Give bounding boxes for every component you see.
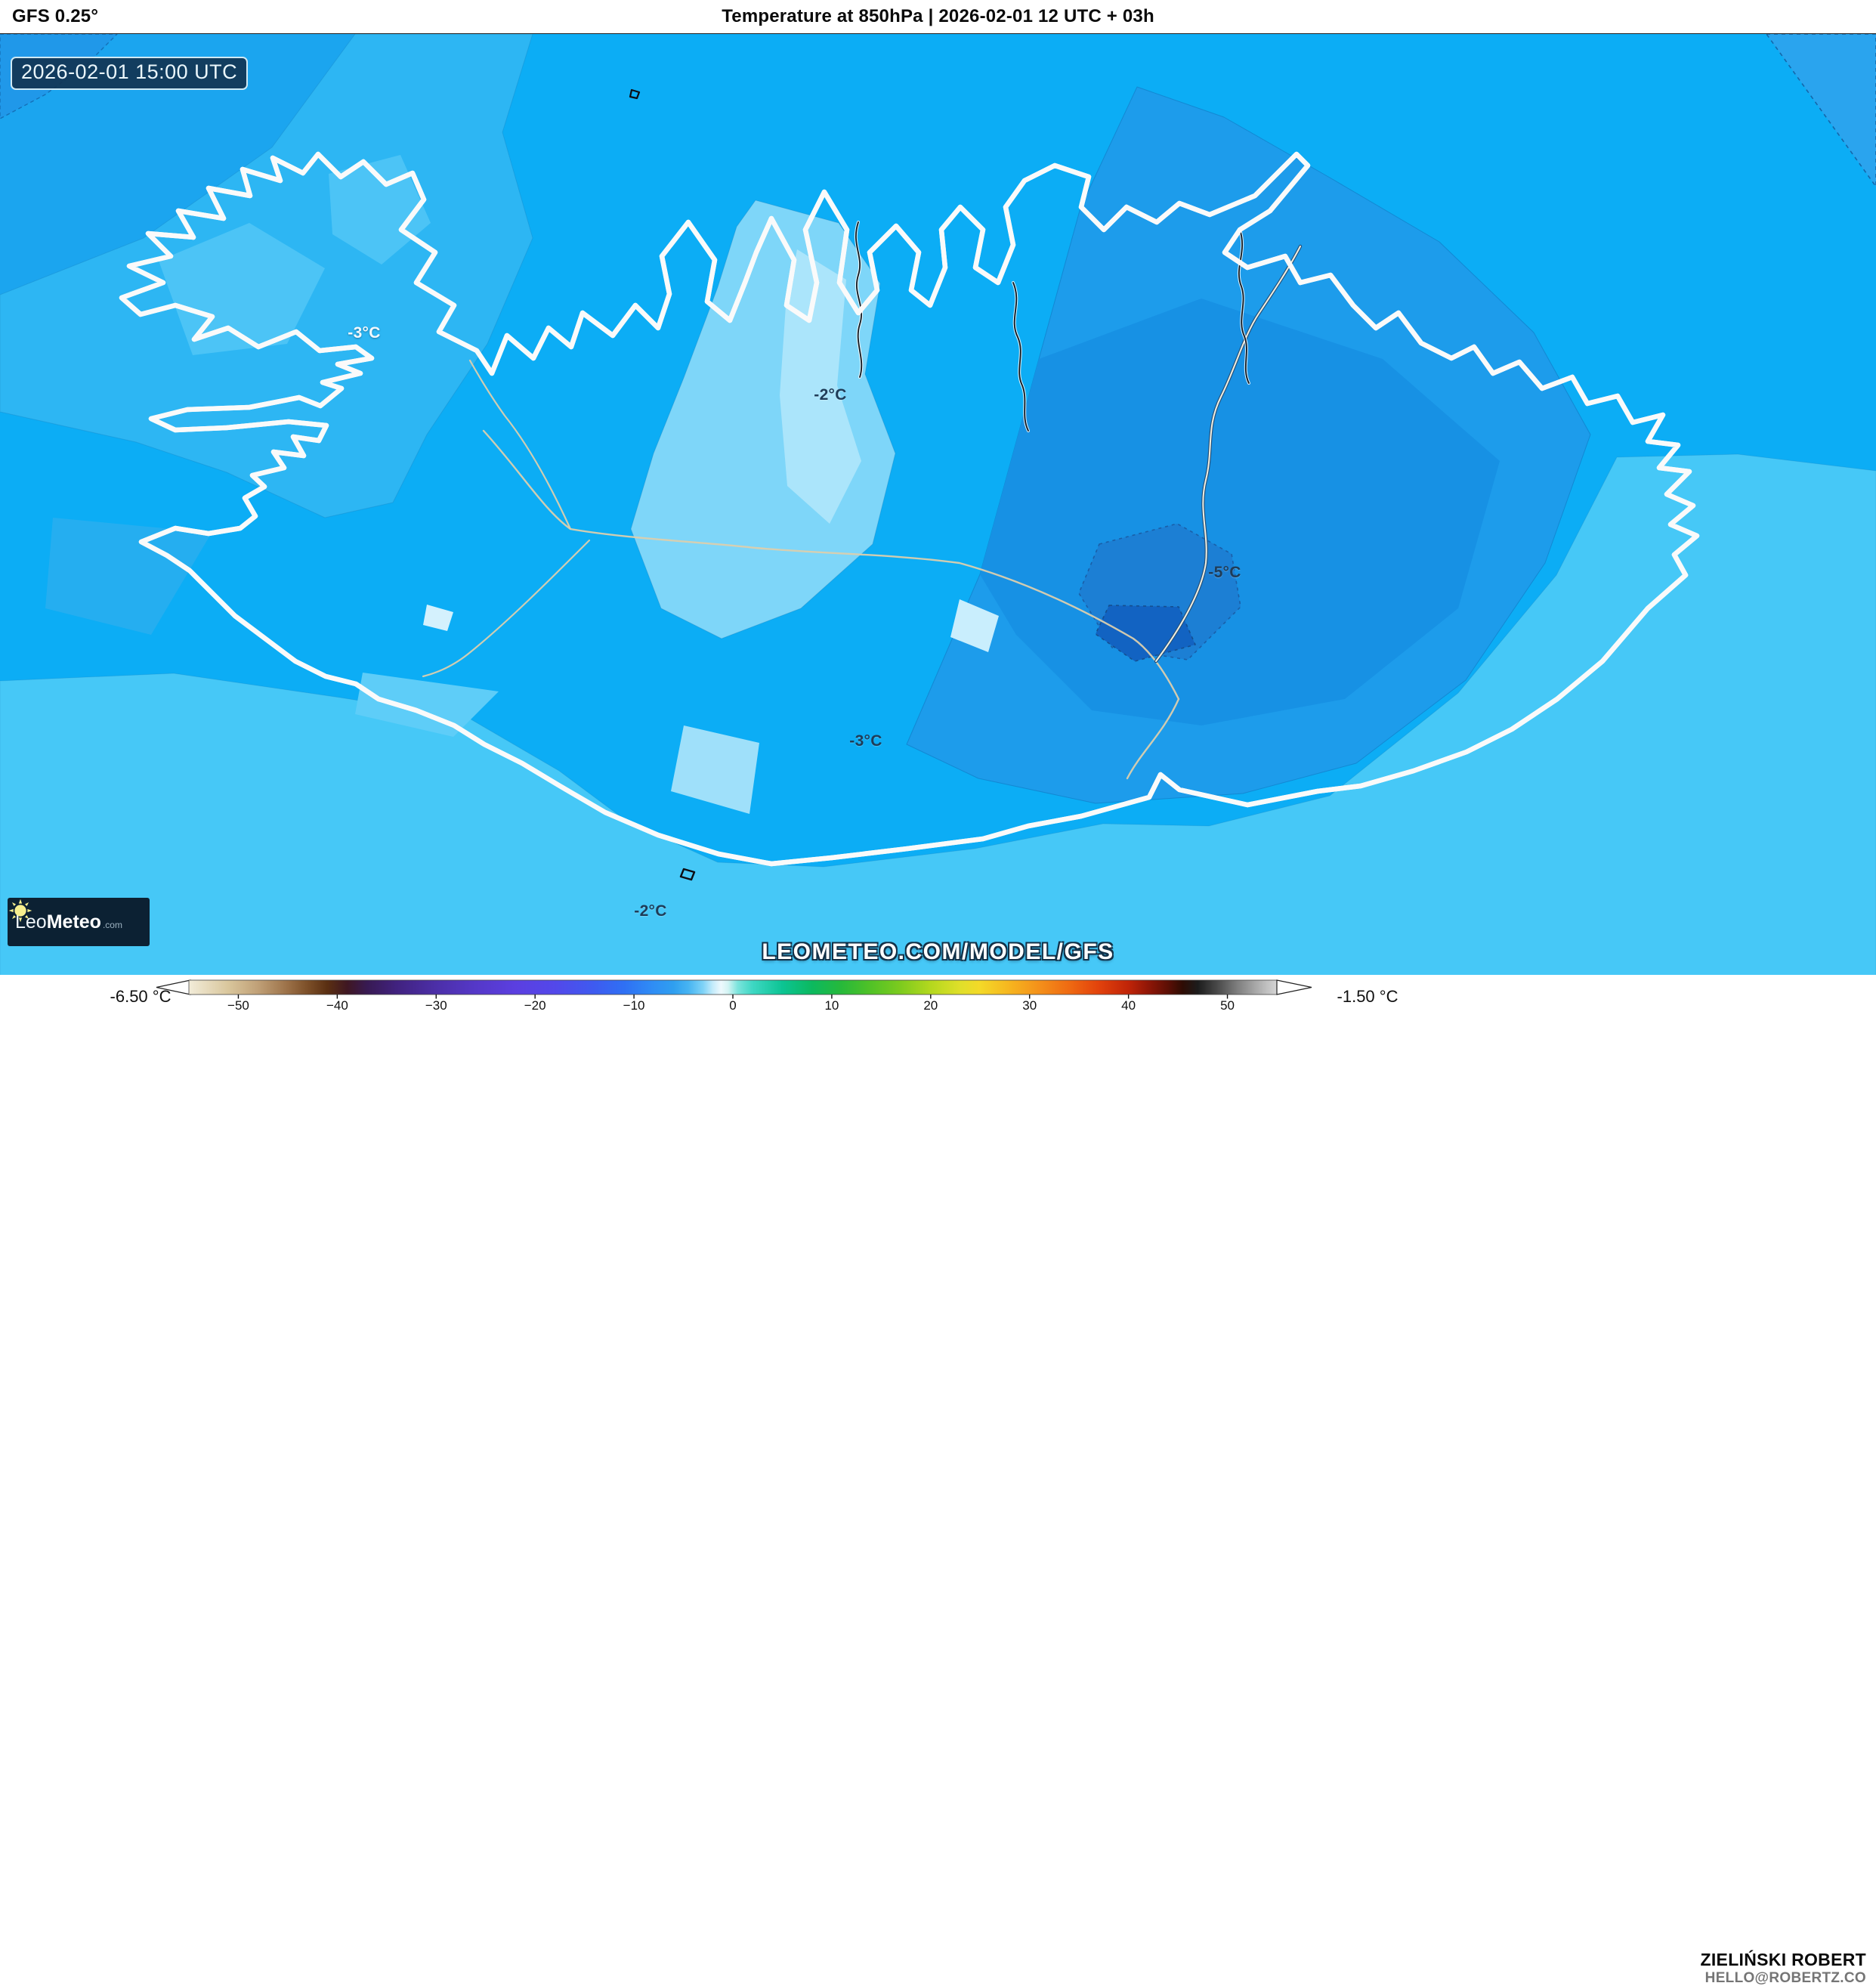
rivers-layer	[854, 221, 1250, 432]
author-name: ZIELIŃSKI ROBERT	[1700, 1950, 1866, 1969]
contour-region	[355, 673, 499, 737]
page-title: Temperature at 850hPa | 2026-02-01 12 UT…	[722, 6, 1154, 26]
leometeo-logo: LeoMeteo .com	[8, 898, 150, 946]
contour-region	[45, 518, 212, 635]
colorbar-tick-label: −40	[326, 998, 348, 1011]
contour-region-pale-pocket	[423, 605, 453, 631]
site-watermark: LEOMETEO.COM/MODEL/GFS	[762, 939, 1114, 964]
colorbar-tick-label: −50	[227, 998, 249, 1011]
colorbar-gradient	[188, 979, 1278, 995]
colorbar-tick-label: −30	[425, 998, 447, 1011]
contour-region	[0, 34, 355, 295]
road	[422, 539, 591, 678]
contour-regions	[0, 34, 1876, 976]
island-vestmannaeyjar	[679, 868, 696, 881]
colorbar-tick-label: −10	[623, 998, 645, 1011]
colorbar-tick-label: −20	[524, 998, 546, 1011]
map-canvas	[0, 34, 1876, 976]
timestamp-badge: 2026-02-01 15:00 UTC	[11, 57, 249, 90]
contour-region-pale-pocket	[950, 599, 999, 652]
colorbar-tick-label: 40	[1121, 998, 1136, 1011]
author-email: HELLO@ROBERTZ.CO	[1704, 1970, 1866, 1986]
temp-label: -3°C	[849, 732, 882, 750]
credit-block: ZIELIŃSKI ROBERT HELLO@ROBERTZ.CO	[1701, 1950, 1866, 1986]
colorbar-tick-label: 50	[1220, 998, 1235, 1011]
temp-label: -3°C	[348, 324, 381, 342]
model-name: GFS 0.25°	[12, 6, 99, 26]
road	[1155, 246, 1301, 662]
colorbar-min-label: -6.50 °C	[110, 987, 172, 1006]
colorbar: -6.50 °C −50 −40 −30 −20 −10 0 10 20 30 40 50 -1.5…	[110, 979, 1399, 1013]
temp-label: -5°C	[1208, 564, 1241, 581]
coastline-layer	[119, 88, 1700, 881]
footer-bar: -6.50 °C −50 −40 −30 −20 −10 0 10 20 30 40 50 -1.5…	[0, 975, 1876, 1986]
contour-region-pale-strip	[780, 249, 861, 524]
road	[468, 359, 572, 531]
header-bar: GFS 0.25° Temperature at 850hPa | 2026-0…	[0, 0, 1876, 33]
colorbar-tick-label: 0	[729, 998, 736, 1011]
cold-pocket-core	[1095, 605, 1196, 662]
colorbar-max-label: -1.50 °C	[1337, 987, 1399, 1006]
river	[1238, 229, 1250, 384]
colorbar-tick-label: 30	[1022, 998, 1037, 1011]
temp-label: -2°C	[634, 902, 667, 920]
contour-region-pale-pocket	[671, 725, 759, 814]
temp-label: -2°C	[814, 386, 847, 404]
island-grimsey	[629, 88, 641, 100]
roads-layer	[422, 244, 1303, 780]
weather-map: 2026-02-01 15:00 UTC -3°C -2°C -5°C -3°C…	[0, 33, 1876, 977]
colorbar-tick-label: 20	[923, 998, 938, 1011]
river	[855, 221, 863, 378]
river	[1012, 282, 1029, 432]
colorbar-ticks: −50 −40 −30 −20 −10 0 10 20 30 40 50	[227, 995, 1235, 1013]
contour-region-ne-corner	[1766, 34, 1876, 187]
contour-region-south	[0, 453, 1876, 976]
colorbar-right-arrow	[1276, 979, 1312, 995]
colorbar-tick-label: 10	[824, 998, 839, 1011]
logo-wordmark: LeoMeteo .com	[15, 911, 122, 933]
contour-region	[159, 223, 325, 355]
contour-region	[329, 155, 431, 264]
sun-icon	[8, 899, 32, 923]
